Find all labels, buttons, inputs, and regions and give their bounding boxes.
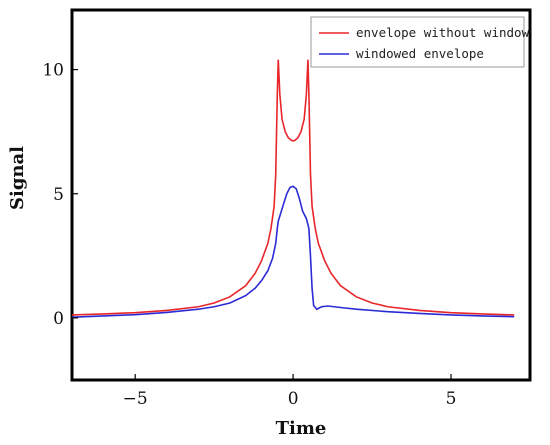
legend-label-windowed-envelope: windowed envelope (356, 46, 484, 61)
tick-layer (72, 68, 452, 380)
legend-label-envelope-without-window: envelope without window (356, 25, 530, 40)
x-tick-label: 0 (288, 389, 299, 409)
legend: envelope without window windowed envelop… (310, 16, 530, 68)
plot-frame (70, 8, 532, 382)
y-tick-label: 10 (42, 61, 64, 81)
series-line-envelope-without-window (71, 59, 515, 316)
x-axis-title: Time (276, 418, 327, 439)
y-tick-label: 0 (53, 309, 64, 329)
y-tick-label: 5 (53, 185, 64, 205)
series-line-windowed-envelope (71, 185, 515, 318)
y-axis-title: Signal (7, 146, 28, 210)
series-layer (71, 59, 515, 318)
x-tick-label: 5 (446, 389, 457, 409)
x-tick-label: −5 (123, 389, 148, 409)
legend-box (310, 16, 525, 68)
